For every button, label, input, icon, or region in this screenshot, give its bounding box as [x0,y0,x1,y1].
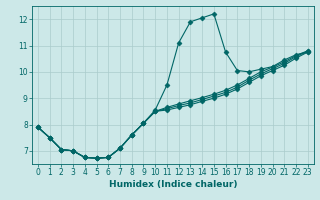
X-axis label: Humidex (Indice chaleur): Humidex (Indice chaleur) [108,180,237,189]
